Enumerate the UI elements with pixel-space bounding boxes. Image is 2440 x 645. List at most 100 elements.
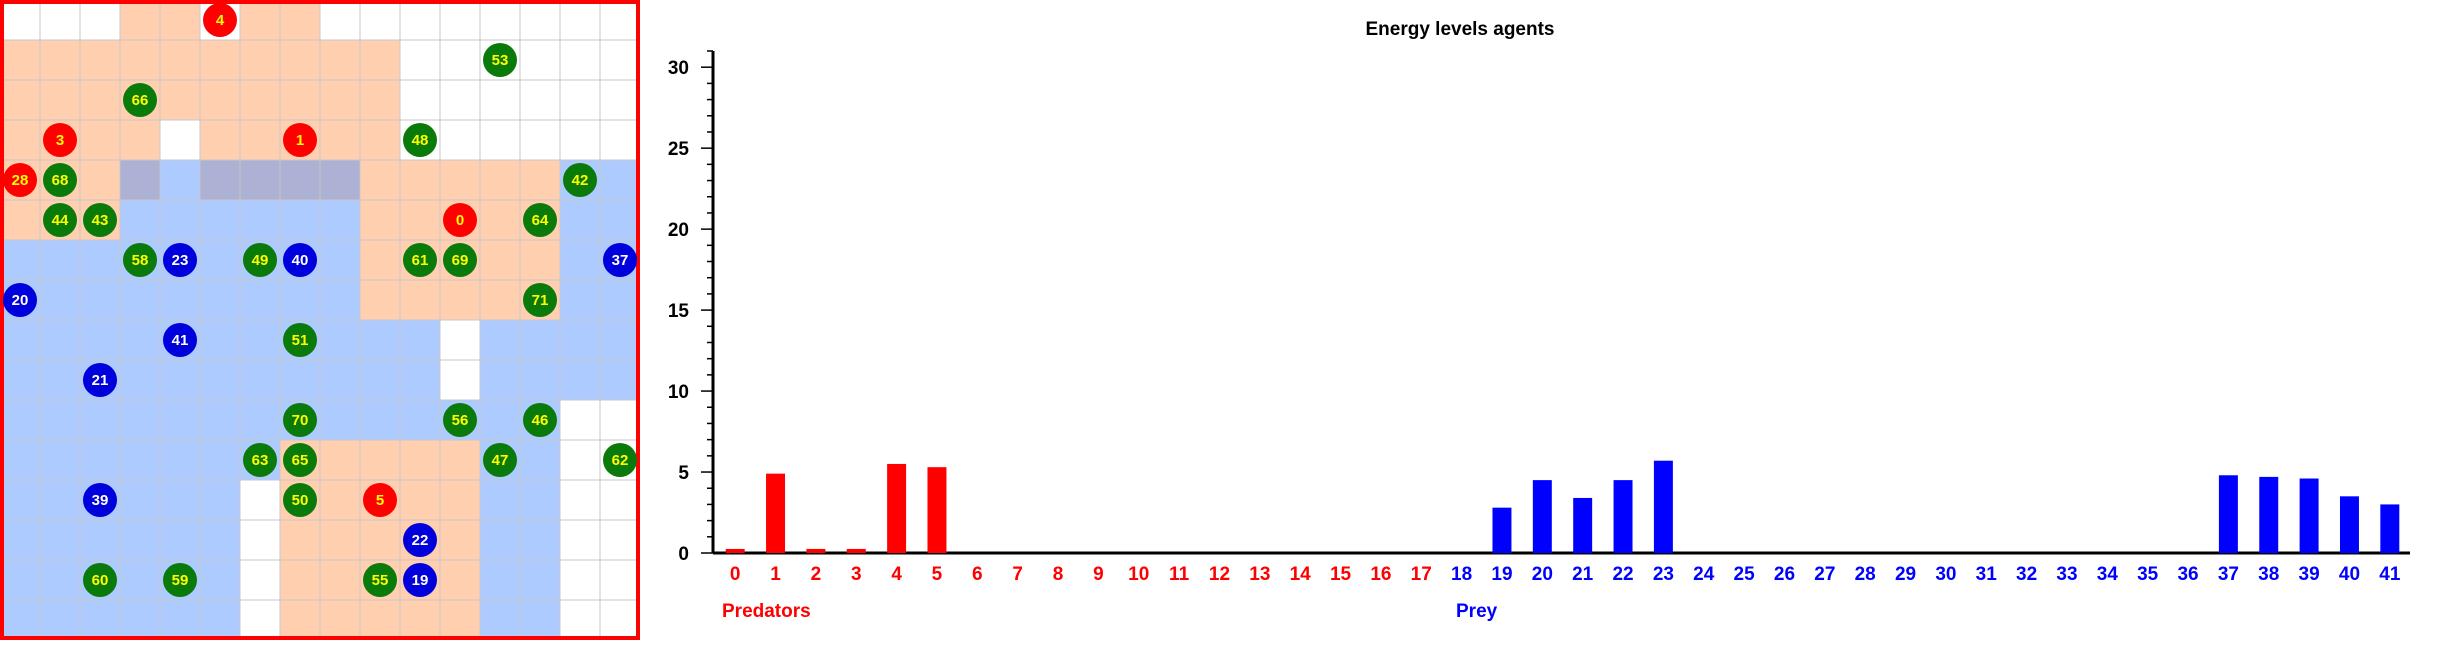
- prey-agent: 41: [163, 323, 197, 357]
- predator-zone-cell: [120, 160, 160, 200]
- x-tick-label: 29: [1895, 564, 1916, 585]
- predator-zone-cell: [120, 40, 160, 80]
- predator-zone-cell: [320, 160, 360, 200]
- predator-zone-cell: [360, 160, 400, 200]
- prey-group-label: Prey: [1456, 601, 1498, 622]
- prey-zone-cell: [560, 240, 600, 280]
- predator-zone-cell: [480, 200, 520, 240]
- predator-agent-circle: [3, 163, 37, 197]
- x-tick-label: 20: [1532, 564, 1553, 585]
- predator-zone-cell: [280, 80, 320, 120]
- agent-label: 4: [216, 12, 225, 29]
- predator-zone-cell: [0, 40, 40, 80]
- prey-zone-cell: [120, 320, 160, 360]
- prey-zone-cell: [80, 520, 120, 560]
- agent-label: 48: [412, 132, 429, 149]
- agent-label: 23: [172, 252, 189, 269]
- x-tick-label: 25: [1734, 564, 1756, 585]
- x-tick-label: 24: [1693, 564, 1715, 585]
- prey-zone-cell: [0, 360, 40, 400]
- predator-zone-cell: [280, 520, 320, 560]
- predator-zone-cell: [280, 0, 320, 40]
- y-tick-label: 0: [678, 544, 689, 565]
- x-tick-label: 27: [1814, 564, 1835, 585]
- predator-zone-cell: [480, 160, 520, 200]
- predator-zone-cell: [80, 160, 120, 200]
- predator-zone-cell: [360, 520, 400, 560]
- predator-zone-cell: [320, 520, 360, 560]
- plant-agent: 70: [283, 403, 317, 437]
- predator-zone-cell: [440, 600, 480, 640]
- prey-zone-cell: [240, 360, 280, 400]
- agent-label: 22: [412, 532, 429, 549]
- x-tick-label: 1: [770, 564, 781, 585]
- prey-zone-cell: [560, 200, 600, 240]
- agent-label: 64: [532, 212, 549, 229]
- prey-agent: 40: [283, 243, 317, 277]
- x-tick-label: 16: [1370, 564, 1391, 585]
- plant-agent-circle: [483, 443, 517, 477]
- x-tick-label: 19: [1491, 564, 1512, 585]
- bar: [766, 473, 786, 553]
- x-tick-label: 9: [1093, 564, 1104, 585]
- agent-label: 19: [412, 572, 429, 589]
- prey-zone-cell: [160, 200, 200, 240]
- plant-agent-circle: [283, 483, 317, 517]
- predator-agent: 1: [283, 123, 317, 157]
- agent-label: 68: [52, 172, 69, 189]
- agent-label: 46: [532, 412, 549, 429]
- plant-agent-circle: [403, 123, 437, 157]
- plant-agent-circle: [403, 243, 437, 277]
- x-tick-label: 12: [1209, 564, 1230, 585]
- predator-zone-cell: [400, 280, 440, 320]
- bar: [2259, 476, 2279, 553]
- predator-zone-cell: [440, 280, 480, 320]
- prey-agent-circle: [3, 283, 37, 317]
- prey-agent-circle: [163, 243, 197, 277]
- predator-zone-cell: [40, 80, 80, 120]
- plant-agent: 58: [123, 243, 157, 277]
- prey-agent-circle: [83, 363, 117, 397]
- prey-zone-cell: [120, 200, 160, 240]
- predator-zone-cell: [440, 440, 480, 480]
- plant-agent-circle: [283, 403, 317, 437]
- plant-agent-circle: [83, 203, 117, 237]
- prey-zone-cell: [120, 440, 160, 480]
- plant-agent: 65: [283, 443, 317, 477]
- x-tick-label: 0: [730, 564, 741, 585]
- predator-zone-cell: [280, 40, 320, 80]
- plant-agent: 63: [243, 443, 277, 477]
- prey-zone-cell: [40, 480, 80, 520]
- plant-agent: 62: [603, 443, 637, 477]
- predator-zone-cell: [320, 480, 360, 520]
- prey-zone-cell: [360, 360, 400, 400]
- plant-agent: 71: [523, 283, 557, 317]
- x-tick-label: 13: [1249, 564, 1270, 585]
- agent-label: 71: [532, 292, 549, 309]
- prey-agent-circle: [403, 563, 437, 597]
- prey-zone-cell: [280, 160, 320, 200]
- plant-agent-circle: [443, 403, 477, 437]
- plant-agent-circle: [523, 203, 557, 237]
- plant-agent-circle: [163, 563, 197, 597]
- predator-zone-cell: [280, 160, 320, 200]
- prey-zone-cell: [200, 560, 240, 600]
- simulation-grid: 4 53 66 3 1 48 28 68 42 44 43 0 64 58 23 49 40 61 69 37 20 71…: [0, 0, 641, 641]
- plant-agent-circle: [483, 43, 517, 77]
- prey-agent-circle: [283, 243, 317, 277]
- agent-label: 63: [252, 452, 269, 469]
- plant-agent: 50: [283, 483, 317, 517]
- prey-zone-cell: [480, 360, 520, 400]
- agent-label: 55: [372, 572, 389, 589]
- agent-label: 50: [292, 492, 309, 509]
- prey-zone-cell: [200, 280, 240, 320]
- x-tick-label: 36: [2177, 564, 2198, 585]
- plant-agent-circle: [243, 243, 277, 277]
- plant-agent-circle: [523, 283, 557, 317]
- plant-agent-circle: [83, 563, 117, 597]
- prey-zone-cell: [320, 360, 360, 400]
- y-tick-label: 10: [668, 382, 689, 403]
- prey-zone-cell: [0, 560, 40, 600]
- prey-zone-cell: [600, 200, 640, 240]
- predator-zone-cell: [440, 160, 480, 200]
